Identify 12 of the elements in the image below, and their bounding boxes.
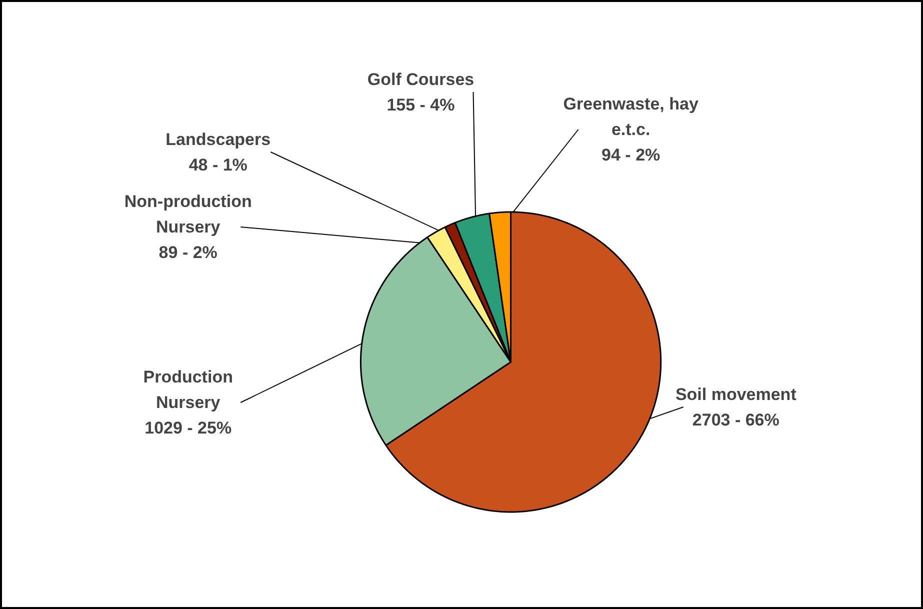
slice-label: Production Nursery bbox=[143, 368, 233, 412]
data-label: 89 - 2% bbox=[158, 243, 218, 262]
slice-label: Non-production Nursery bbox=[124, 192, 252, 236]
slice-label: Landscapers bbox=[166, 130, 271, 149]
slice-label: Soil movement bbox=[675, 384, 797, 404]
data-label: 48 - 1% bbox=[188, 155, 248, 174]
data-label: 2703 - 66% bbox=[692, 410, 780, 430]
slice-label: Golf Courses bbox=[367, 70, 474, 89]
data-label: 1029 - 25% bbox=[144, 418, 232, 438]
slice-label: Greenwaste, hay e.t.c. bbox=[563, 94, 699, 139]
data-label: 94 - 2% bbox=[602, 146, 660, 164]
data-label: 155 - 4% bbox=[386, 95, 455, 114]
